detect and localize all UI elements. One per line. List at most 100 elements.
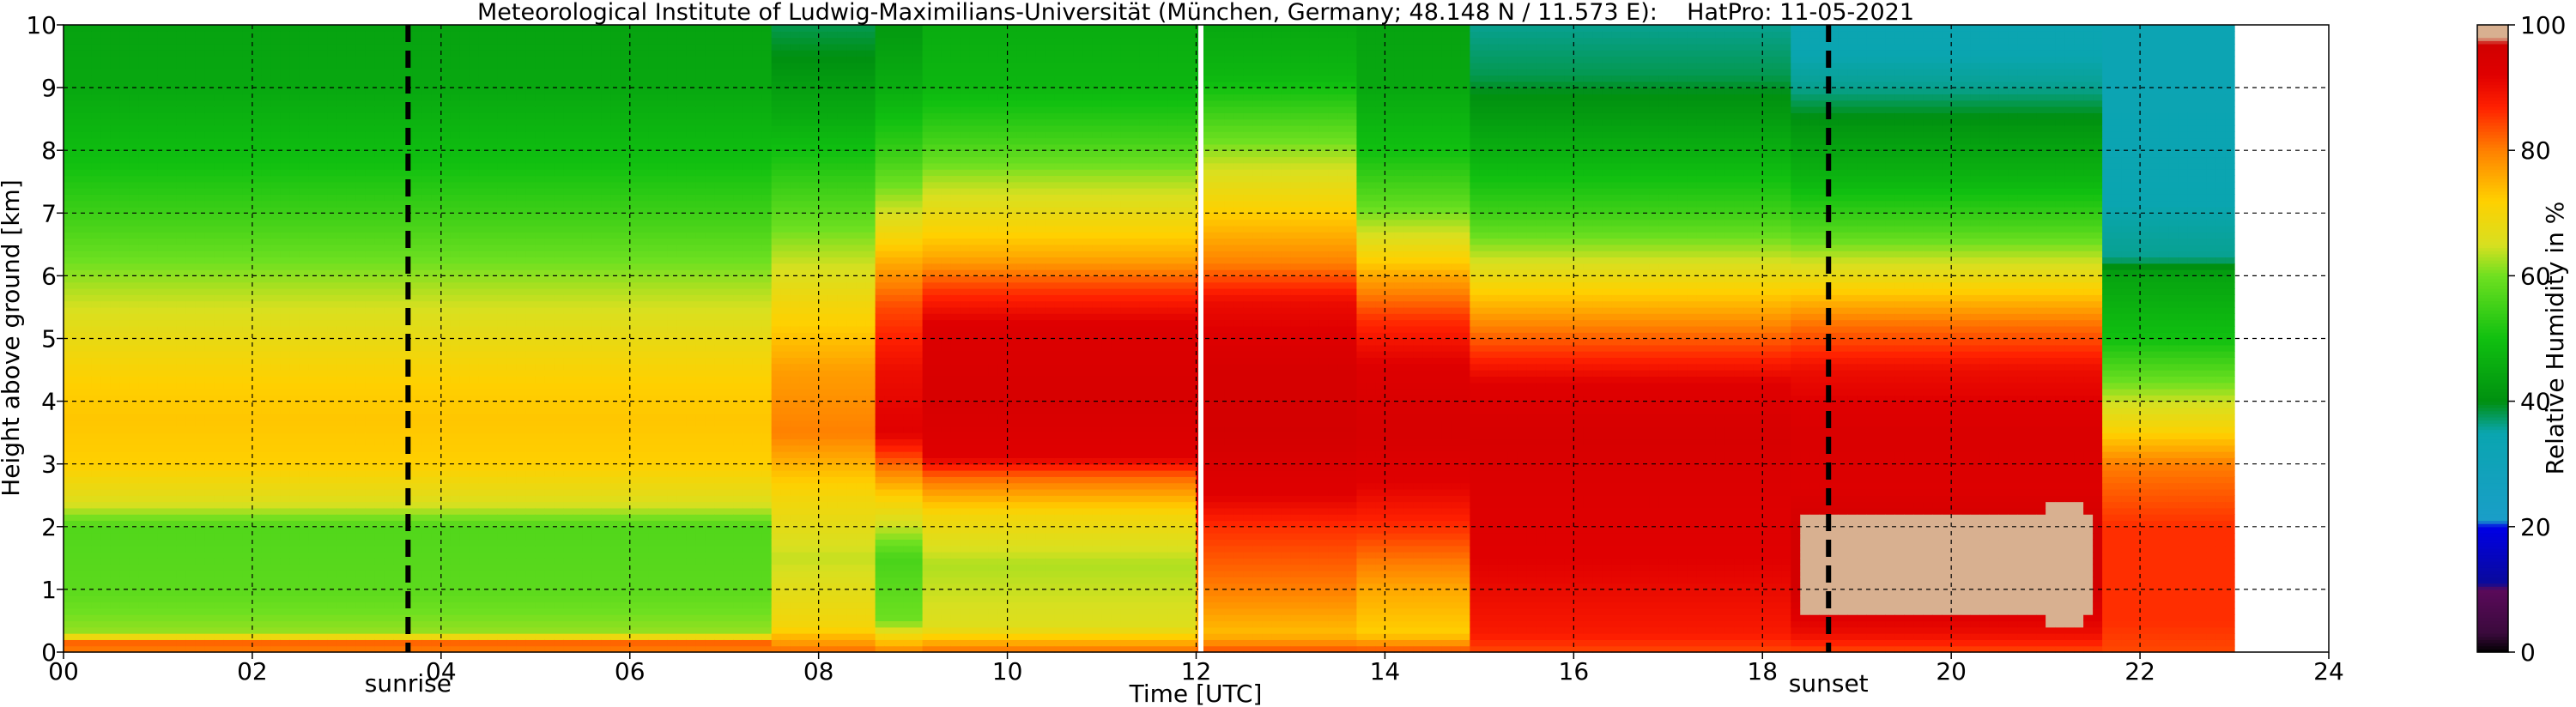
rh-cell xyxy=(167,232,178,239)
rh-cell xyxy=(497,94,508,101)
rh-cell xyxy=(270,325,282,333)
rh-cell xyxy=(82,338,93,346)
rh-cell xyxy=(450,583,461,590)
rh-cell xyxy=(110,482,121,490)
rh-cell xyxy=(73,162,83,170)
rh-cell xyxy=(73,639,83,647)
rh-cell xyxy=(91,175,102,183)
rh-cell xyxy=(214,175,225,183)
rh-cell xyxy=(384,169,395,177)
rh-cell xyxy=(355,112,367,120)
rh-cell xyxy=(393,564,404,571)
rh-cell xyxy=(497,570,508,577)
rh-cell xyxy=(242,583,253,590)
rh-cell xyxy=(346,118,357,126)
rh-cell xyxy=(497,577,508,584)
rh-cell xyxy=(459,124,470,132)
rh-cell xyxy=(384,50,395,57)
rh-cell xyxy=(289,514,300,522)
rh-cell xyxy=(138,319,149,327)
rh-cell xyxy=(280,200,291,208)
rh-cell xyxy=(450,225,461,233)
rh-cell xyxy=(157,645,168,653)
rh-cell xyxy=(488,194,499,202)
rh-cell xyxy=(431,457,442,465)
rh-cell xyxy=(214,545,225,553)
rh-cell xyxy=(355,357,367,365)
rh-cell xyxy=(64,200,74,208)
rh-cell xyxy=(138,257,149,264)
rh-cell xyxy=(129,382,140,390)
rh-cell xyxy=(270,219,282,227)
rh-cell xyxy=(73,451,83,458)
rh-cell xyxy=(469,313,480,321)
rh-cell xyxy=(167,56,178,63)
rh-cell xyxy=(355,570,367,577)
rh-cell xyxy=(497,363,508,371)
rh-cell xyxy=(384,251,395,258)
rh-cell xyxy=(497,552,508,559)
rh-cell xyxy=(450,539,461,547)
rh-cell xyxy=(252,414,263,421)
rh-cell xyxy=(138,607,149,615)
rh-cell xyxy=(252,232,263,239)
rh-cell xyxy=(242,388,253,396)
rh-cell xyxy=(185,463,197,471)
rh-cell xyxy=(167,533,178,541)
rh-cell xyxy=(469,25,480,32)
rh-cell xyxy=(110,62,121,69)
rh-cell xyxy=(233,577,244,584)
rh-cell xyxy=(299,558,310,565)
rh-cell xyxy=(233,344,244,352)
rh-cell xyxy=(157,325,168,333)
rh-cell xyxy=(346,363,357,371)
rh-cell xyxy=(223,601,234,609)
rh-cell xyxy=(440,294,452,302)
rh-cell xyxy=(488,169,499,177)
rh-cell xyxy=(450,50,461,57)
rh-cell xyxy=(346,43,357,51)
rh-cell xyxy=(261,482,272,490)
rh-cell xyxy=(469,533,480,541)
rh-cell xyxy=(129,507,140,515)
rh-cell xyxy=(393,118,404,126)
rh-cell xyxy=(289,526,300,534)
rh-cell xyxy=(336,225,348,233)
rh-cell xyxy=(488,639,499,647)
rh-cell xyxy=(242,545,253,553)
rh-cell xyxy=(506,244,518,251)
rh-cell xyxy=(469,382,480,390)
rh-cell xyxy=(431,520,442,528)
rh-cell xyxy=(91,131,102,139)
rh-cell xyxy=(100,401,112,408)
rh-cell xyxy=(374,131,385,139)
rh-cell xyxy=(318,131,329,139)
rh-cell xyxy=(318,426,329,433)
rh-cell xyxy=(119,545,130,553)
rh-cell xyxy=(110,645,121,653)
rh-cell xyxy=(157,194,168,202)
rh-cell xyxy=(204,100,215,107)
rh-cell xyxy=(289,633,300,640)
rh-cell xyxy=(506,463,518,471)
rh-cell xyxy=(223,100,234,107)
rh-cell xyxy=(450,395,461,402)
rh-cell xyxy=(195,181,206,189)
rh-cell xyxy=(327,100,338,107)
rh-cell xyxy=(242,275,253,283)
rh-cell xyxy=(129,169,140,177)
rh-cell xyxy=(478,313,489,321)
rh-cell xyxy=(393,620,404,628)
rh-cell xyxy=(223,407,234,414)
rh-cell xyxy=(138,577,149,584)
rh-cell xyxy=(336,463,348,471)
rh-cell xyxy=(459,118,470,126)
rh-cell xyxy=(204,645,215,653)
rh-cell xyxy=(516,577,527,584)
rh-cell xyxy=(252,25,263,32)
rh-cell xyxy=(525,131,536,139)
rh-cell xyxy=(252,482,263,490)
rh-cell xyxy=(327,620,338,628)
rh-cell xyxy=(129,156,140,164)
rh-cell xyxy=(64,62,74,69)
